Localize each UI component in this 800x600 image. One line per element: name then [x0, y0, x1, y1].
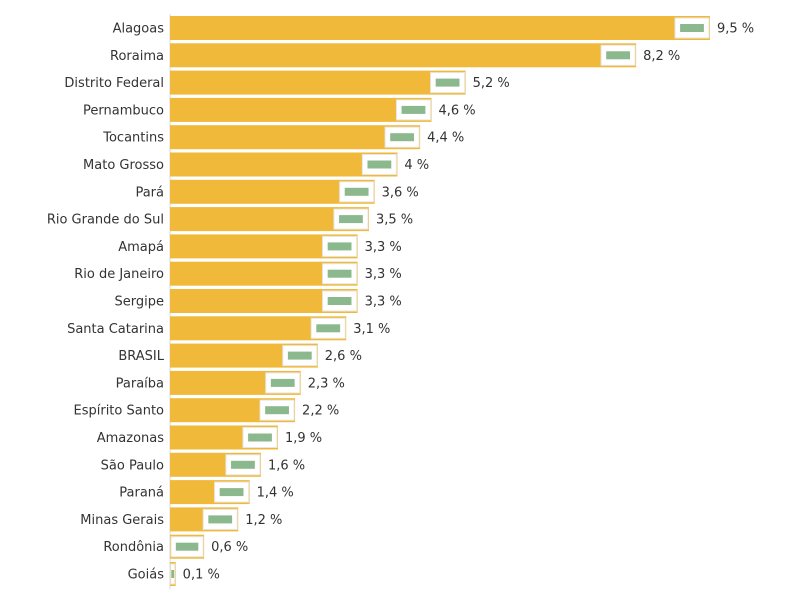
value-label: 5,2 %	[473, 76, 510, 91]
paraiba-flag-icon	[265, 372, 301, 394]
bar	[170, 16, 710, 40]
category-label: Tocantins	[102, 131, 164, 146]
flag-emblem	[344, 187, 369, 196]
value-label: 3,6 %	[382, 185, 419, 200]
flag-emblem	[339, 215, 363, 224]
category-label: Mato Grosso	[83, 158, 164, 173]
flag-emblem	[287, 351, 312, 360]
flag-emblem	[367, 160, 392, 169]
flag-emblem	[327, 269, 352, 278]
flag-emblem	[390, 133, 415, 142]
value-label: 1,9 %	[285, 431, 322, 446]
value-label: 0,1 %	[183, 568, 220, 583]
value-label: 1,2 %	[245, 513, 282, 528]
category-label: Roraima	[110, 49, 164, 64]
value-label: 4 %	[404, 158, 429, 173]
category-label: Paraíba	[116, 376, 164, 391]
bar	[170, 43, 637, 68]
para-flag-icon	[339, 181, 375, 203]
pernambuco-flag-icon	[395, 99, 431, 121]
category-label: Pará	[135, 185, 164, 200]
value-label: 3,3 %	[365, 267, 402, 282]
roraima-flag-icon	[600, 44, 636, 66]
tocantins-flag-icon	[384, 126, 420, 148]
value-label: 3,3 %	[365, 295, 402, 310]
bar	[170, 70, 466, 95]
category-label: Rondônia	[103, 540, 164, 555]
value-label: 0,6 %	[211, 540, 248, 555]
amapa-flag-icon	[322, 235, 358, 257]
flag-emblem	[327, 242, 352, 251]
category-label: BRASIL	[118, 349, 164, 364]
flag-emblem	[327, 297, 352, 305]
bar	[170, 125, 421, 150]
sergipe-flag-icon	[322, 290, 358, 312]
category-label: Sergipe	[115, 295, 164, 310]
category-label: Goiás	[128, 568, 165, 583]
flag-emblem	[171, 570, 175, 578]
alagoas-flag-icon	[674, 17, 710, 39]
flag-emblem	[401, 105, 426, 114]
value-label: 8,2 %	[643, 49, 680, 64]
minas-gerais-flag-icon	[202, 508, 238, 530]
sao-paulo-flag-icon	[225, 454, 261, 476]
value-label: 3,3 %	[365, 240, 402, 255]
flag-emblem	[231, 460, 255, 469]
parana-flag-icon	[214, 481, 250, 503]
category-label: Rio de Janeiro	[74, 267, 164, 282]
bar	[170, 152, 398, 177]
category-label: Minas Gerais	[80, 513, 164, 528]
flag-emblem	[316, 324, 341, 333]
flag-emblem	[208, 515, 233, 524]
amazonas-flag-icon	[242, 427, 278, 448]
rondonia-flag-icon	[170, 536, 204, 558]
bar	[170, 97, 432, 122]
flag-emblem	[175, 542, 199, 551]
value-label: 9,5 %	[717, 22, 754, 37]
category-label: Amapá	[118, 240, 164, 255]
flag-emblem	[435, 78, 460, 87]
category-label: Espírito Santo	[74, 404, 165, 419]
category-label: Amazonas	[97, 431, 165, 446]
value-label: 3,1 %	[353, 322, 390, 337]
category-label: São Paulo	[101, 458, 164, 473]
flag-emblem	[219, 488, 244, 497]
value-label: 2,6 %	[325, 349, 362, 364]
rio-grande-do-sul-flag-icon	[333, 208, 369, 230]
category-label: Paraná	[119, 486, 164, 501]
value-label: 4,4 %	[427, 131, 464, 146]
value-label: 1,4 %	[257, 486, 294, 501]
flag-emblem	[680, 24, 704, 32]
value-label: 3,5 %	[376, 213, 413, 228]
flag-emblem	[265, 406, 289, 415]
flag-emblem	[270, 378, 295, 387]
value-label: 4,6 %	[438, 103, 475, 118]
rio-de-janeiro-flag-icon	[322, 263, 358, 285]
value-label: 2,2 %	[302, 404, 339, 419]
espirito-santo-flag-icon	[259, 399, 295, 421]
distrito-federal-flag-icon	[430, 72, 466, 94]
category-label: Alagoas	[113, 22, 165, 37]
goias-flag-icon	[170, 563, 176, 585]
mato-grosso-flag-icon	[361, 154, 397, 175]
category-label: Distrito Federal	[64, 76, 164, 91]
value-label: 2,3 %	[308, 376, 345, 391]
category-label: Santa Catarina	[67, 322, 164, 337]
santa-catarina-flag-icon	[310, 317, 346, 339]
flag-emblem	[248, 433, 272, 442]
flag-emblem	[606, 51, 631, 60]
value-label: 1,6 %	[268, 458, 305, 473]
brasil-flag-icon	[282, 345, 318, 367]
category-label: Rio Grande do Sul	[47, 213, 164, 228]
category-label: Pernambuco	[83, 103, 164, 118]
